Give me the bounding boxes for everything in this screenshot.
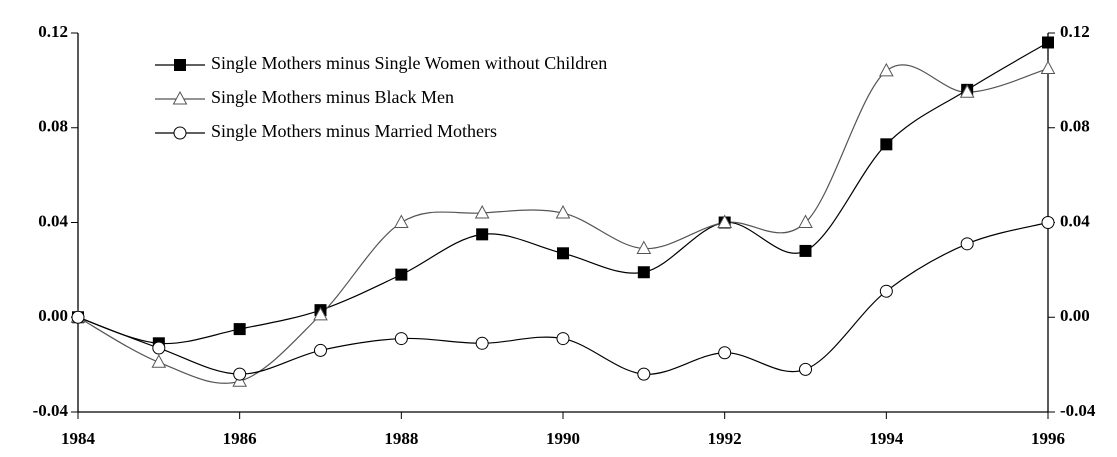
legend-label: Single Mothers minus Black Men	[211, 87, 454, 107]
marker-circle	[71, 310, 85, 324]
y-tick-label: 0.12	[38, 22, 68, 41]
y2-tick-label: -0.04	[1060, 401, 1096, 420]
x-tick-label: 1986	[223, 429, 257, 448]
legend-label: Single Mothers minus Married Mothers	[211, 121, 497, 141]
marker-triangle	[717, 214, 733, 228]
marker-triangle	[1040, 60, 1056, 75]
y2-tick-label: 0.08	[1060, 117, 1090, 136]
marker-triangle	[474, 204, 490, 219]
marker-triangle	[172, 90, 188, 105]
x-tick-label: 1984	[61, 429, 96, 448]
x-tick-label: 1996	[1031, 429, 1065, 448]
marker-square	[880, 138, 893, 151]
marker-circle	[233, 367, 247, 381]
marker-circle	[173, 126, 187, 140]
y2-tick-label: 0.00	[1060, 306, 1090, 325]
y-tick-label: 0.08	[38, 117, 68, 136]
marker-circle	[1041, 216, 1055, 229]
marker-square	[799, 244, 812, 257]
series-line	[77, 221, 1049, 375]
legend: Single Mothers minus Single Women withou…	[155, 53, 607, 141]
marker-triangle	[636, 240, 652, 255]
legend-label: Single Mothers minus Single Women withou…	[211, 53, 607, 73]
marker-circle	[718, 346, 732, 360]
marker-circle	[314, 343, 327, 357]
marker-circle	[960, 237, 974, 251]
marker-circle	[556, 332, 570, 346]
marker-triangle	[555, 204, 571, 219]
marker-square	[1042, 36, 1054, 49]
marker-square	[174, 59, 186, 71]
y-tick-label: 0.00	[38, 306, 68, 325]
marker-circle	[637, 367, 651, 381]
marker-square	[395, 268, 408, 281]
y-tick-label: -0.04	[33, 401, 69, 420]
marker-triangle	[878, 62, 894, 77]
marker-triangle	[798, 214, 813, 228]
marker-circle	[475, 336, 489, 350]
marker-circle	[152, 341, 166, 355]
marker-circle	[799, 362, 812, 376]
y2-tick-label: 0.04	[1060, 211, 1090, 230]
marker-circle	[394, 332, 408, 346]
x-tick-label: 1994	[869, 429, 904, 448]
marker-square	[233, 323, 246, 336]
y-tick-label: 0.04	[38, 211, 68, 230]
marker-triangle	[393, 214, 409, 228]
marker-triangle	[959, 84, 975, 98]
marker-square	[476, 228, 489, 241]
marker-circle	[879, 284, 893, 298]
marker-square	[557, 247, 569, 260]
x-tick-label: 1988	[384, 429, 418, 448]
x-tick-label: 1992	[708, 429, 742, 448]
y2-tick-label: 0.12	[1060, 22, 1090, 41]
marker-triangle	[151, 354, 167, 368]
marker-triangle	[313, 306, 328, 321]
marker-square	[637, 266, 650, 279]
x-tick-label: 1990	[546, 429, 580, 448]
